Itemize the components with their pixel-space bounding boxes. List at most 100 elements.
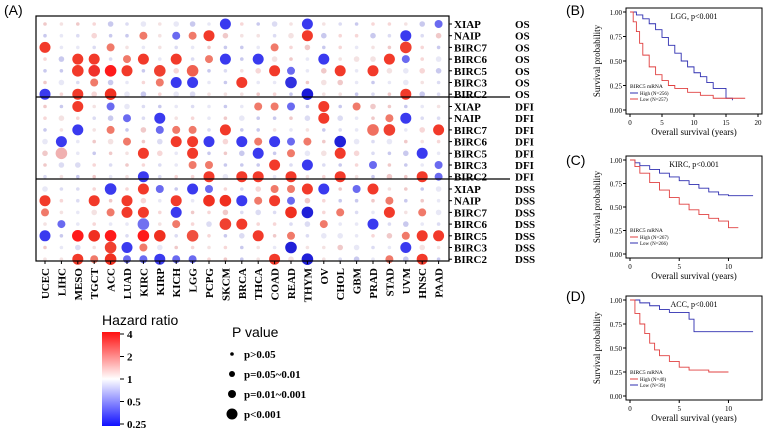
heatmap-dot xyxy=(252,171,264,183)
heatmap-dot xyxy=(304,197,311,204)
heatmap-dot xyxy=(158,210,162,215)
heatmap-dot xyxy=(321,79,327,86)
heatmap-dot xyxy=(386,233,393,239)
hazard-tick: 2 xyxy=(127,352,133,364)
heatmap-dot xyxy=(435,56,442,62)
heatmap-dots xyxy=(39,18,445,265)
heatmap-dot xyxy=(206,221,212,227)
heatmap-dot xyxy=(125,33,129,38)
heatmap-dot xyxy=(72,253,84,265)
km-ytick: 1.00 xyxy=(610,157,623,165)
heatmap-dot xyxy=(223,257,228,262)
heatmap-dot xyxy=(371,234,375,238)
heatmap-dot xyxy=(270,43,279,52)
column-label: COAD xyxy=(270,268,282,300)
heatmap-dot xyxy=(322,45,326,50)
heatmap-dot xyxy=(353,138,360,145)
heatmap-dot xyxy=(436,116,441,120)
heatmap-dot xyxy=(255,68,261,74)
heatmap-dot xyxy=(287,185,295,193)
heatmap-dot xyxy=(436,80,441,85)
pvalue-legend-title: P value xyxy=(232,324,279,340)
heatmap-dot xyxy=(91,32,97,39)
heatmap-dot xyxy=(301,159,313,171)
heatmap-dot xyxy=(272,222,277,226)
heatmap-dot xyxy=(158,22,162,26)
heatmap-dot xyxy=(106,208,115,217)
heatmap-dot xyxy=(174,187,178,191)
heatmap-dot xyxy=(269,195,281,207)
heatmap-dot xyxy=(106,102,115,111)
heatmap-dot xyxy=(203,171,215,183)
row-label: BIRC6 xyxy=(454,137,488,149)
heatmap-dot xyxy=(256,33,261,38)
column-label: KIRC xyxy=(138,268,150,297)
column-label: MESO xyxy=(73,268,85,301)
heatmap-dot-strong xyxy=(186,230,199,242)
heatmap-dot xyxy=(172,31,181,40)
heatmap-dot xyxy=(404,198,408,203)
heatmap-dot-strong xyxy=(186,65,199,77)
heatmap-dot xyxy=(188,125,197,134)
row-label: NAIP xyxy=(454,113,481,125)
heatmap-dot xyxy=(318,53,330,65)
heatmap-dot-strong xyxy=(203,194,215,207)
heatmap-dot xyxy=(401,55,410,64)
heatmap-dot xyxy=(338,128,343,132)
heatmap-dot xyxy=(370,56,376,62)
heatmap-dot xyxy=(154,112,166,124)
km-ytick: 1.00 xyxy=(610,297,623,305)
heatmap-dot xyxy=(337,233,344,239)
km-title: KIRC, p<0.001 xyxy=(669,160,719,169)
heatmap-dot xyxy=(236,195,248,207)
pvalue-dot xyxy=(226,408,238,420)
heatmap-dot xyxy=(435,186,442,192)
heatmap-dot xyxy=(121,242,133,253)
heatmap-dot xyxy=(420,116,425,120)
heatmap-dot-strong xyxy=(367,124,379,136)
km-ytick: 0.50 xyxy=(610,204,623,212)
heatmap-dot xyxy=(125,234,129,238)
heatmap-dot xyxy=(205,55,213,64)
heatmap-dot xyxy=(289,57,293,61)
heatmap-dot xyxy=(371,257,375,262)
heatmap-dot xyxy=(190,174,195,179)
heatmap-dot xyxy=(222,138,229,145)
heatmap-dot xyxy=(222,173,229,180)
heatmap-dot xyxy=(272,116,277,120)
heatmap-dot-strong xyxy=(154,65,166,77)
group-label: DFI xyxy=(515,102,534,114)
heatmap-dot xyxy=(387,151,392,156)
group-label: DSS xyxy=(515,219,535,231)
heatmap-dot xyxy=(322,92,326,96)
heatmap-dot xyxy=(337,115,344,121)
heatmap-dot xyxy=(371,151,375,156)
heatmap-dot xyxy=(322,257,326,262)
heatmap-dot xyxy=(322,139,326,144)
heatmap-dot xyxy=(121,206,133,218)
heatmap-dot xyxy=(305,245,310,250)
heatmap-dot xyxy=(387,22,392,26)
heatmap-dot xyxy=(107,115,114,121)
heatmap-dot xyxy=(59,234,64,238)
heatmap-dot xyxy=(207,80,211,85)
row-label: BIRC5 xyxy=(454,231,488,243)
heatmap-dot xyxy=(419,21,426,27)
heatmap-dot xyxy=(170,195,182,207)
heatmap-dot xyxy=(141,69,146,73)
column-label: PRAD xyxy=(368,268,380,299)
heatmap-dot xyxy=(353,244,360,251)
heatmap-dot xyxy=(404,104,408,109)
heatmap-dot xyxy=(124,91,130,97)
heatmap-dot xyxy=(92,45,96,50)
heatmap-dot xyxy=(269,65,281,77)
heatmap-dot xyxy=(108,198,113,203)
heatmap-dot xyxy=(137,147,149,159)
heatmap-dot xyxy=(400,88,412,100)
heatmap-dot xyxy=(420,163,425,167)
heatmap-dot xyxy=(125,80,129,85)
km-ylabel: Survival probability xyxy=(592,170,602,243)
heatmap-dot xyxy=(352,102,361,111)
heatmap-dot xyxy=(270,185,279,193)
heatmap-dot xyxy=(240,57,244,61)
